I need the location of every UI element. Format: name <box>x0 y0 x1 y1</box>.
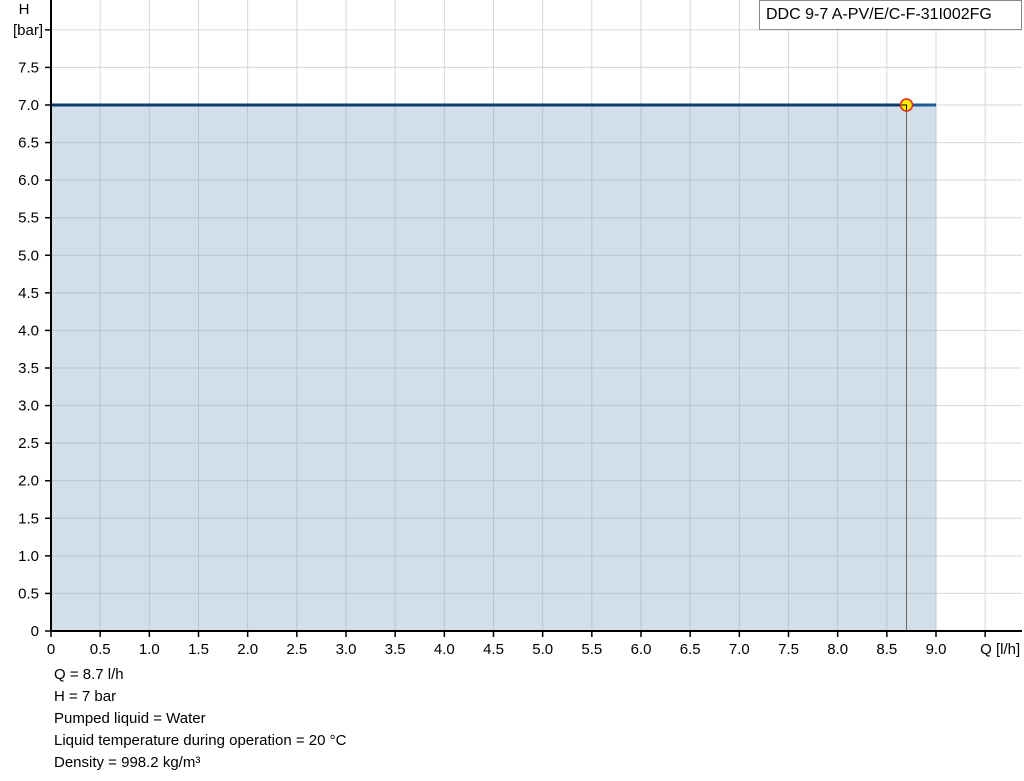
info-head: H = 7 bar <box>54 688 117 705</box>
x-tick-label: 4.0 <box>434 641 455 658</box>
y-tick-label: 3.0 <box>18 398 39 415</box>
y-axis-unit: [bar] <box>13 22 43 39</box>
info-flow: Q = 8.7 l/h <box>54 666 124 683</box>
x-tick-label: 2.5 <box>286 641 307 658</box>
y-tick-label: 0 <box>31 623 39 640</box>
x-tick-label: 3.0 <box>336 641 357 658</box>
operating-point-crosshair <box>901 104 907 110</box>
y-tick-label: 3.5 <box>18 360 39 377</box>
x-tick-label: 9.0 <box>926 641 947 658</box>
x-tick-label: 1.0 <box>139 641 160 658</box>
y-tick-label: 4.0 <box>18 322 39 339</box>
x-tick-label: 6.5 <box>680 641 701 658</box>
y-tick-label: 0.5 <box>18 585 39 602</box>
x-tick-label: 7.5 <box>778 641 799 658</box>
y-tick-label: 5.5 <box>18 210 39 227</box>
x-tick-label: 6.0 <box>631 641 652 658</box>
y-tick-label: 1.0 <box>18 548 39 565</box>
y-tick-label: 6.5 <box>18 135 39 152</box>
x-tick-label: 0 <box>47 641 55 658</box>
x-tick-label: 5.5 <box>581 641 602 658</box>
x-axis-label: Q [l/h] <box>980 641 1020 658</box>
y-axis-label: H <box>19 1 30 18</box>
x-tick-label: 3.5 <box>385 641 406 658</box>
y-tick-label: 7.5 <box>18 59 39 76</box>
info-density: Density = 998.2 kg/m³ <box>54 754 201 771</box>
x-tick-label: 8.5 <box>876 641 897 658</box>
y-tick-label: 7.0 <box>18 97 39 114</box>
info-liquid: Pumped liquid = Water <box>54 710 206 727</box>
y-tick-label: 5.0 <box>18 247 39 264</box>
x-tick-label: 4.5 <box>483 641 504 658</box>
x-tick-label: 5.0 <box>532 641 553 658</box>
chart-legend: DDC 9-7 A-PV/E/C-F-31I002FG <box>759 0 1022 30</box>
x-tick-label: 0.5 <box>90 641 111 658</box>
y-tick-label: 2.0 <box>18 473 39 490</box>
info-temperature: Liquid temperature during operation = 20… <box>54 732 347 749</box>
y-tick-label: 1.5 <box>18 510 39 527</box>
duty-point-info: Q = 8.7 l/h H = 7 bar Pumped liquid = Wa… <box>54 664 346 774</box>
x-tick-label: 8.0 <box>827 641 848 658</box>
y-tick-label: 2.5 <box>18 435 39 452</box>
x-tick-label: 2.0 <box>237 641 258 658</box>
x-tick-label: 7.0 <box>729 641 750 658</box>
y-tick-label: 6.0 <box>18 172 39 189</box>
y-tick-label: 4.5 <box>18 285 39 302</box>
x-tick-label: 1.5 <box>188 641 209 658</box>
legend-series-name: DDC 9-7 A-PV/E/C-F-31I002FG <box>766 6 992 23</box>
